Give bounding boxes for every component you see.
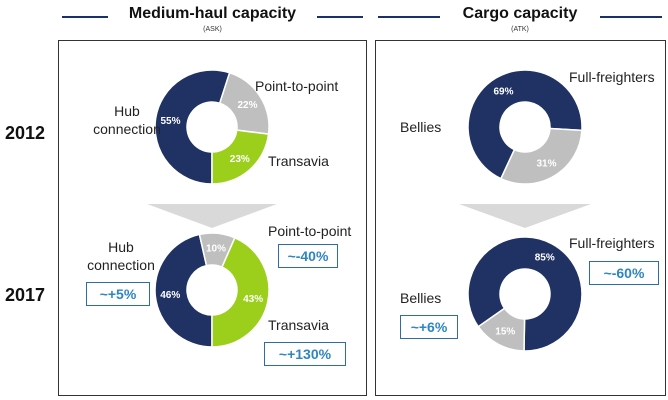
header-line-right-1 bbox=[378, 16, 440, 18]
cg2017-ff-label: Full-freighters bbox=[569, 235, 655, 251]
cg2012-bellies-slice bbox=[467, 69, 583, 180]
mh2017-transavia-label: Transavia bbox=[268, 317, 329, 333]
mh2017-hub-slice bbox=[154, 233, 213, 348]
arrow-cargo bbox=[459, 204, 591, 228]
cg2012-bellies-label: Bellies bbox=[400, 119, 442, 135]
mh2017-p2p-value-label: 10% bbox=[206, 244, 226, 255]
cg-ff-change-badge: ~-60% bbox=[589, 261, 659, 285]
mh-hub-change-badge: ~+5% bbox=[86, 282, 150, 306]
cg2012-bellies-value-label: 69% bbox=[493, 86, 513, 97]
cg2017-ff-slice bbox=[477, 307, 526, 352]
cg2012-ff-value-label: 31% bbox=[536, 159, 556, 170]
header-line-left-1 bbox=[62, 16, 108, 18]
header-line-left-2 bbox=[317, 16, 363, 18]
cg-bellies-change-badge: ~+6% bbox=[400, 315, 458, 339]
cg2017-ff-value-label: 15% bbox=[495, 327, 515, 338]
mh2012-p2p-label: Point-to-point bbox=[255, 78, 339, 94]
cg2017-bellies-label: Bellies bbox=[400, 290, 442, 306]
mh2012-p2p-value-label: 22% bbox=[237, 100, 257, 111]
cargo-subtitle: (ATK) bbox=[511, 26, 529, 33]
mh-p2p-change-badge: ~-40% bbox=[278, 244, 338, 268]
mh2012-hub-value-label: 55% bbox=[161, 116, 181, 127]
medium-haul-title: Medium-haul capacity bbox=[128, 5, 297, 22]
header-line-right-2 bbox=[600, 16, 662, 18]
mh2012-transavia-value-label: 23% bbox=[230, 154, 250, 165]
cg2012-ff-slice bbox=[499, 127, 583, 185]
cg2012-ff-label: Full-freighters bbox=[569, 69, 655, 85]
cg2017-bellies-value-label: 85% bbox=[535, 252, 555, 263]
mh2012-transavia-label: Transavia bbox=[268, 153, 329, 169]
cg2017-bellies-slice bbox=[467, 236, 583, 352]
mh2017-transavia-value-label: 43% bbox=[243, 294, 263, 305]
year-2017: 2017 bbox=[5, 285, 46, 305]
year-2012: 2012 bbox=[5, 123, 46, 143]
mh2017-hub-value-label: 46% bbox=[160, 290, 180, 301]
mh2012-transavia-slice bbox=[211, 129, 270, 185]
mh2017-hub-label: Hub connection bbox=[87, 239, 155, 273]
mh2012-hub-label: Hub connection bbox=[93, 103, 161, 137]
mh-transavia-change-badge: ~+130% bbox=[264, 342, 346, 366]
mh2017-p2p-label: Point-to-point bbox=[268, 223, 352, 239]
medium-haul-subtitle: (ASK) bbox=[203, 26, 222, 33]
arrow-medium-haul bbox=[147, 204, 277, 228]
mh2012-hub-slice bbox=[154, 69, 231, 185]
cargo-title: Cargo capacity bbox=[462, 5, 578, 22]
mh2017-transavia-slice bbox=[211, 236, 270, 348]
